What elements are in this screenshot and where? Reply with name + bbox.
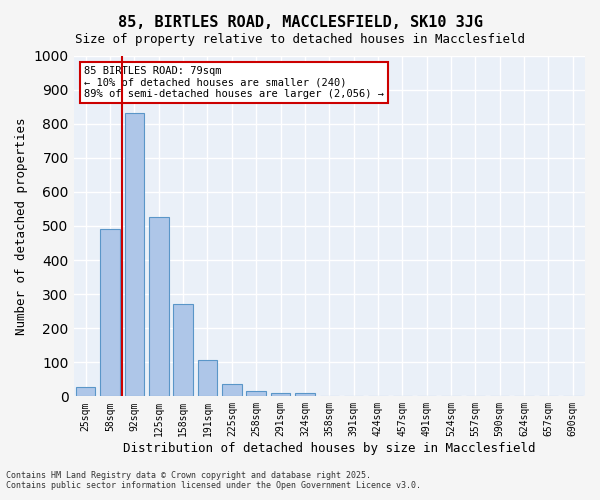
Bar [100,230,120,396]
Text: Contains HM Land Registry data © Crown copyright and database right 2025.
Contai: Contains HM Land Registry data © Crown c… [6,470,421,490]
X-axis label: Distribution of detached houses by size in Macclesfield: Distribution of detached houses by size … [123,442,536,455]
Bar [198,360,217,397]
Bar [222,384,242,396]
Bar [295,393,314,396]
Text: 85 BIRTLES ROAD: 79sqm
← 10% of detached houses are smaller (240)
89% of semi-de: 85 BIRTLES ROAD: 79sqm ← 10% of detached… [84,66,384,99]
Bar [125,114,144,397]
Bar [76,387,95,396]
Y-axis label: Number of detached properties: Number of detached properties [15,117,28,334]
Text: Size of property relative to detached houses in Macclesfield: Size of property relative to detached ho… [75,32,525,46]
Bar [247,390,266,396]
Bar [173,304,193,396]
Text: 85, BIRTLES ROAD, MACCLESFIELD, SK10 3JG: 85, BIRTLES ROAD, MACCLESFIELD, SK10 3JG [118,15,482,30]
Bar [271,393,290,396]
Bar [149,218,169,396]
